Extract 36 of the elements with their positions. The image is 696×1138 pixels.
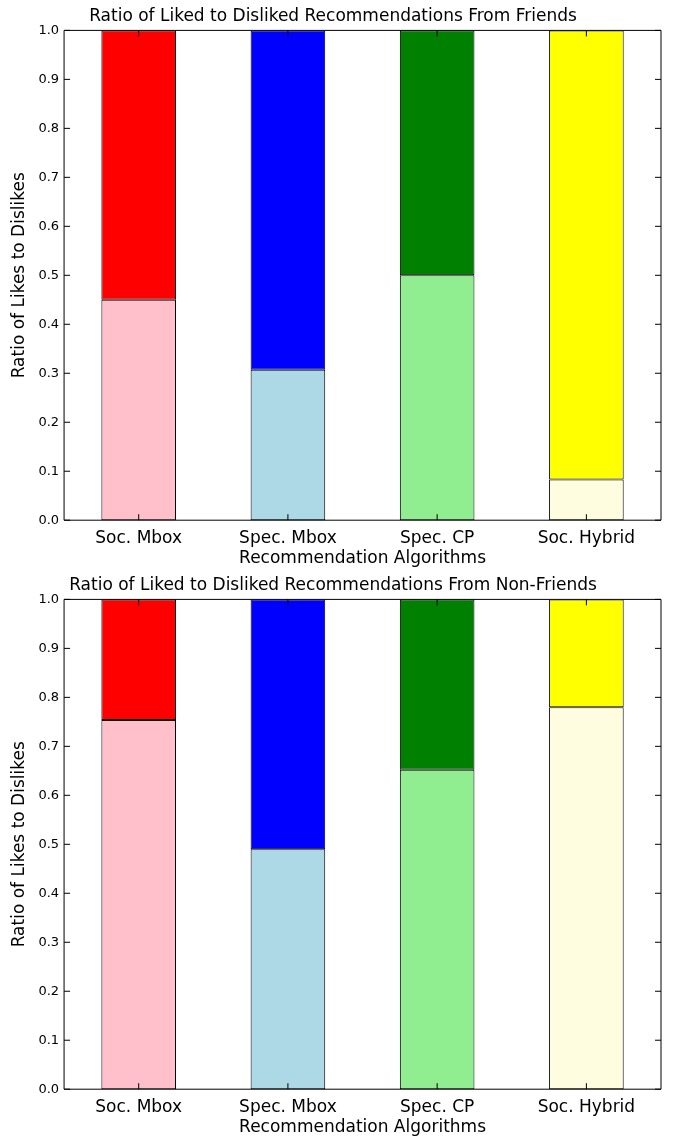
chart-title: Ratio of Liked to Disliked Recommendations From Friends [89,4,577,25]
y-axis-title: Ratio of Likes to Dislikes [7,741,28,948]
y-tick-label: 0.2 [38,982,60,998]
x-tick-label: Spec. Mbox [239,526,337,547]
y-tick-label: 0.0 [38,511,60,527]
y-tick-label: 0.3 [38,364,60,380]
x-tick-label: Soc. Hybrid [537,526,636,547]
y-tick-label: 0.0 [38,1080,60,1096]
y-tick-label: 0.3 [38,933,60,949]
x-tick-label: Spec. CP [399,1095,475,1116]
y-tick-label: 0.5 [38,266,60,282]
y-tick-label: 0.5 [38,835,60,851]
y-tick-label: 0.1 [38,1031,60,1047]
y-tick-label: 0.9 [38,639,60,655]
y-tick-label: 0.7 [38,168,60,184]
y-tick-label: 0.1 [38,462,60,478]
y-tick-label: 1.0 [38,21,60,37]
y-tick-label: 0.8 [38,119,60,135]
y-tick-label: 0.9 [38,70,60,86]
x-axis-title: Recommendation Algorithms [239,547,487,568]
chart-title: Ratio of Liked to Disliked Recommendations From Non-Friends [69,573,598,594]
y-tick-label: 0.2 [38,413,60,429]
y-tick-label: 1.0 [38,590,60,606]
y-tick-label: 0.6 [38,217,60,233]
x-axis-title: Recommendation Algorithms [239,1116,487,1137]
y-axis-title: Ratio of Likes to Dislikes [7,172,28,379]
y-tick-label: 0.8 [38,688,60,704]
x-tick-label: Spec. Mbox [239,1095,337,1116]
y-tick-label: 0.4 [38,884,60,900]
y-tick-label: 0.7 [38,737,60,753]
x-tick-label: Soc. Mbox [95,1095,183,1116]
x-tick-label: Soc. Hybrid [537,1095,636,1116]
x-tick-label: Spec. CP [399,526,475,547]
y-tick-label: 0.6 [38,786,60,802]
x-tick-label: Soc. Mbox [95,526,183,547]
y-tick-label: 0.4 [38,315,60,331]
